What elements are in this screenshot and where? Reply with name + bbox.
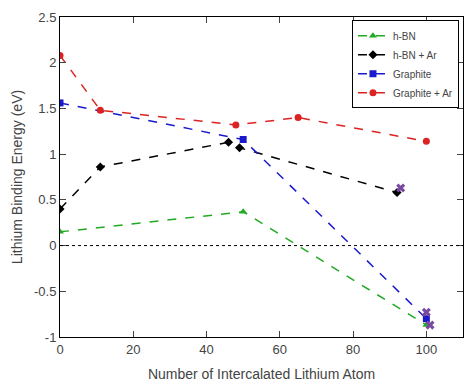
- svg-text:Number of Intercalated Lithium: Number of Intercalated Lithium Atom: [148, 366, 375, 382]
- svg-text:80: 80: [346, 342, 360, 357]
- svg-text:Graphite: Graphite: [393, 69, 432, 80]
- svg-text:-0.5: -0.5: [34, 284, 56, 299]
- svg-text:0: 0: [49, 238, 56, 253]
- svg-text:2: 2: [49, 55, 56, 70]
- svg-text:h-BN + Ar: h-BN + Ar: [393, 50, 437, 61]
- svg-text:40: 40: [199, 342, 213, 357]
- svg-text:Graphite + Ar: Graphite + Ar: [393, 88, 453, 99]
- svg-text:Lithium Binding Energy (eV): Lithium Binding Energy (eV): [9, 90, 25, 264]
- svg-text:20: 20: [126, 342, 140, 357]
- svg-text:1: 1: [49, 147, 56, 162]
- svg-text:60: 60: [273, 342, 287, 357]
- svg-text:0: 0: [56, 342, 63, 357]
- svg-text:0.5: 0.5: [38, 192, 56, 207]
- svg-text:2.5: 2.5: [38, 10, 56, 25]
- svg-text:-1: -1: [45, 330, 57, 345]
- svg-text:1.5: 1.5: [38, 101, 56, 116]
- svg-text:h-BN: h-BN: [393, 31, 416, 42]
- svg-text:100: 100: [416, 342, 438, 357]
